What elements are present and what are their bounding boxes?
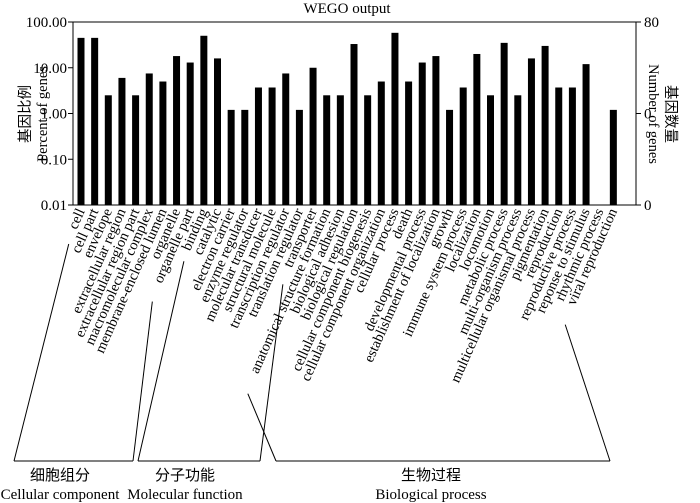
group-label-en: Molecular function bbox=[127, 487, 243, 503]
bar bbox=[473, 53, 481, 206]
bar bbox=[295, 109, 303, 205]
bar bbox=[200, 35, 208, 205]
bar bbox=[487, 95, 494, 205]
right-tick-label: 0 bbox=[644, 107, 652, 123]
group-bracket-right bbox=[564, 324, 611, 462]
group-label-cn: 生物过程 bbox=[401, 467, 461, 484]
bar bbox=[145, 73, 153, 206]
bar bbox=[173, 56, 181, 205]
bar bbox=[77, 37, 85, 206]
bar bbox=[527, 58, 535, 205]
bar bbox=[323, 95, 331, 205]
bar bbox=[377, 81, 385, 205]
bar bbox=[459, 87, 467, 205]
bar bbox=[391, 32, 399, 206]
bar bbox=[309, 67, 317, 205]
bar bbox=[446, 109, 454, 205]
left-tick-label: 1.00 bbox=[41, 107, 67, 123]
bar bbox=[500, 42, 508, 205]
group-bracket-right bbox=[259, 284, 284, 462]
left-y-axis-label: 基因比例 Percent of genes bbox=[17, 66, 51, 162]
left-y-label-en: Percent of genes bbox=[35, 66, 51, 162]
left-tick-label: 0.01 bbox=[41, 198, 67, 214]
bar bbox=[159, 81, 167, 205]
group-bracket-left bbox=[13, 243, 70, 462]
group-label-cn: 分子功能 bbox=[155, 467, 215, 484]
category-label: cell bbox=[66, 206, 89, 232]
left-tick-label: 100.00 bbox=[26, 15, 67, 31]
bar bbox=[336, 95, 344, 205]
right-y-ticks: 0 0 80 bbox=[636, 15, 659, 214]
bar bbox=[227, 109, 235, 205]
bar bbox=[405, 81, 413, 205]
bar bbox=[91, 37, 99, 206]
bar bbox=[254, 87, 262, 205]
group-label-en: Biological process bbox=[375, 487, 486, 503]
left-y-label-cn: 基因比例 bbox=[17, 85, 34, 143]
right-y-axis-label: 基因数量 Number of genes bbox=[645, 64, 679, 164]
right-y-label-cn: 基因数量 bbox=[662, 85, 679, 143]
left-tick-label: 10.00 bbox=[33, 61, 67, 77]
left-y-ticks: 0.01 0.10 1.00 10.00 100.00 bbox=[26, 15, 73, 214]
group-label-en: Cellular component bbox=[1, 487, 121, 503]
bar bbox=[514, 95, 522, 205]
bar bbox=[432, 56, 440, 205]
bar bbox=[364, 95, 372, 205]
right-y-label-en: Number of genes bbox=[645, 64, 661, 164]
bar bbox=[186, 62, 194, 205]
bars bbox=[77, 32, 617, 206]
left-tick-label: 0.10 bbox=[41, 152, 67, 168]
chart-title: WEGO output bbox=[303, 1, 391, 17]
bar bbox=[568, 87, 576, 205]
bar bbox=[541, 45, 549, 205]
category-groups: 细胞组分 Cellular component 分子功能 Molecular func… bbox=[1, 243, 611, 503]
bar bbox=[268, 87, 276, 205]
group-label-cn: 细胞组分 bbox=[30, 467, 90, 484]
bar bbox=[241, 109, 249, 205]
bar bbox=[418, 62, 426, 205]
group-bracket-left bbox=[247, 393, 277, 462]
group-bracket-left bbox=[137, 261, 185, 462]
right-tick-label: 0 bbox=[644, 198, 652, 214]
bar bbox=[282, 73, 290, 206]
bar bbox=[104, 95, 112, 205]
bar bbox=[350, 44, 358, 206]
group-bracket-right bbox=[132, 301, 153, 462]
right-tick-label: 80 bbox=[644, 15, 659, 31]
bar bbox=[555, 87, 563, 205]
bar bbox=[118, 77, 126, 205]
bar bbox=[132, 95, 140, 205]
bar bbox=[582, 64, 590, 205]
bar bbox=[609, 109, 617, 205]
bar bbox=[214, 58, 221, 205]
